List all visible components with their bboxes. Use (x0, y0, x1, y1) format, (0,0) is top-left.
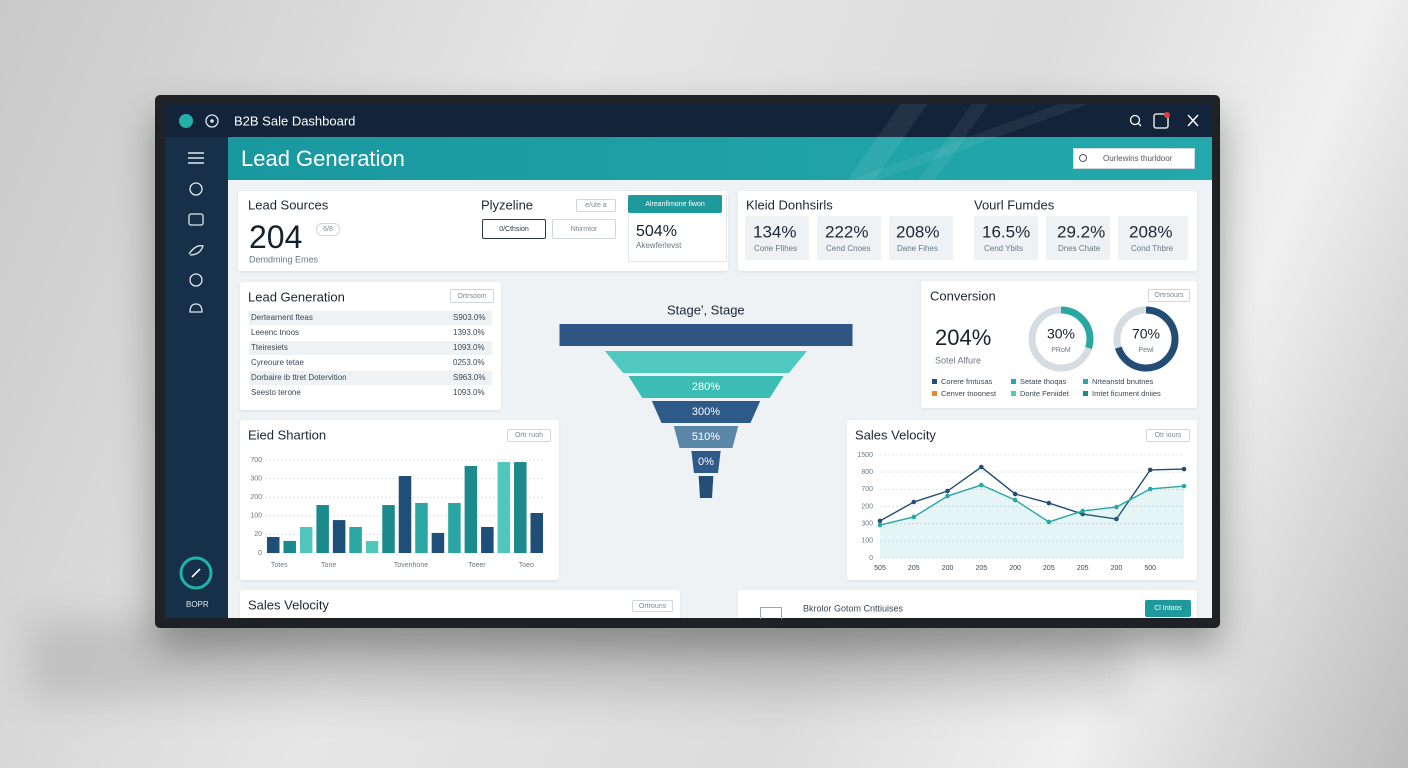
badge: Ortrouns (632, 600, 673, 612)
kpi-label: Cone Ffihes (754, 244, 798, 253)
kpi-value: 204% (935, 325, 992, 350)
card-title: Kleid Donhsirls (746, 197, 833, 213)
badge: Ortrsoom (450, 289, 494, 303)
kpi-value: 222% (825, 222, 869, 242)
card-title: Vourl Fumdes (974, 197, 1055, 213)
row-value: 0253.0% (453, 358, 485, 367)
card-title: Lead Generation (248, 289, 345, 305)
row-value: S903.0% (453, 313, 486, 322)
search-placeholder[interactable]: Ourlewins thurldoor (1103, 154, 1173, 163)
kpi-value: 204 (249, 219, 303, 255)
window-title: B2B Sale Dashboard (234, 113, 356, 129)
kpi-value: 29.2% (1057, 222, 1106, 242)
card-title: Conversion (930, 288, 996, 304)
bar-chart-card (240, 420, 559, 580)
kpi-label: Dnes Chate (1058, 244, 1101, 253)
header-band (228, 137, 1212, 180)
row-value: 1393.0% (453, 328, 485, 337)
card-title: Sales Velocity (248, 597, 329, 613)
kpi-tile (974, 216, 1038, 260)
row-value: 1093.0% (453, 388, 485, 397)
card-title: Eied Shartion (248, 427, 327, 443)
row-label: Tteiresiets (251, 343, 288, 352)
row-label: Leeenc tnoos (251, 328, 300, 337)
callout-header: Alreanfimone fiwon (628, 195, 722, 213)
kpi-value: 208% (1129, 222, 1173, 242)
card-title: Plyzeline (481, 197, 534, 213)
title-bar (165, 104, 1212, 137)
pill[interactable]: 0/Cthsion (482, 219, 546, 239)
kpi-value: 134% (753, 222, 797, 242)
row-label: Seesto terone (251, 388, 301, 397)
pill[interactable]: Ntiirmtor (552, 219, 616, 239)
card-title: Lead Sources (248, 197, 329, 213)
kpi-tile (745, 216, 809, 260)
button[interactable]: e/ute a (576, 199, 616, 212)
kpi-label: Cend Ybits (984, 244, 1023, 253)
row-value: 1093.0% (453, 343, 485, 352)
caption: Sotel Alfure (935, 355, 982, 366)
icon-box (760, 607, 782, 619)
bottom-card (738, 590, 1197, 618)
row-band (249, 341, 492, 355)
kpi-tile (1046, 216, 1110, 260)
callout-value: 504% (636, 223, 677, 240)
card-title: Sales Velocity (855, 427, 936, 443)
row-label: Cyreoure tetae (251, 358, 304, 367)
row-label: Dertearnent fteas (251, 313, 313, 322)
kpi-label: Cond Thbre (1131, 244, 1174, 253)
badge: Ortrsours (1148, 289, 1190, 302)
kpi-label: Dane Fihes (897, 244, 938, 253)
badge: Ortr ruoh (507, 429, 551, 442)
sidebar-footer: BOPR (186, 600, 209, 609)
kpi-value: 16.5% (982, 222, 1031, 242)
kpi-tile (1118, 216, 1188, 260)
wall-shadow (30, 620, 1130, 700)
bottom-card (240, 590, 680, 618)
row-band (249, 371, 492, 385)
kpi-value: 208% (896, 222, 940, 242)
badge: 6/8 (316, 223, 340, 236)
row-label: Dorbaire ib ttret Dotervition (251, 373, 347, 382)
callout-caption: Akewferlevst (636, 241, 682, 250)
funnel-title: Stage', Stage (667, 302, 745, 318)
page-title: Lead Generation (241, 146, 405, 171)
button[interactable]: Cl Intoos (1145, 600, 1191, 617)
search-box[interactable] (1073, 148, 1195, 169)
line-chart-card (847, 420, 1197, 580)
kpi-tile (889, 216, 953, 260)
row-band (249, 311, 492, 325)
kpi-label: Cend Cnoes (826, 244, 871, 253)
badge: Otr iours (1146, 429, 1190, 442)
caption: Demdming Emes (249, 254, 319, 265)
bottom-text: Bkrolor Gotom Cnttiuises (803, 603, 904, 614)
row-value: S963.0% (453, 373, 486, 382)
kpi-tile (817, 216, 881, 260)
sidebar (165, 137, 228, 618)
